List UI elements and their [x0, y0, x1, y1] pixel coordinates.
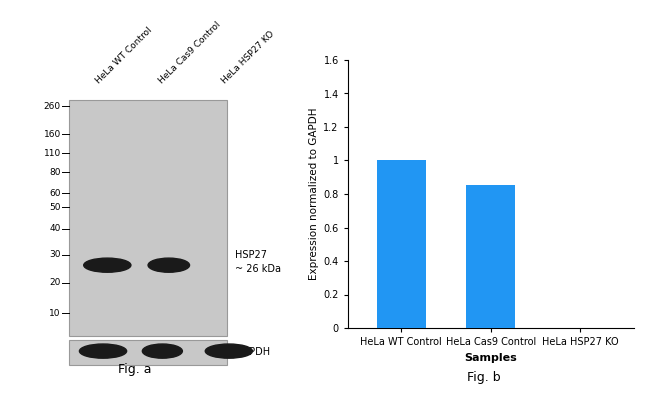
- Bar: [466, 185, 515, 328]
- Text: 260: 260: [44, 102, 61, 111]
- Text: 30: 30: [49, 250, 61, 259]
- X-axis label: Samples: Samples: [464, 352, 517, 362]
- Text: Fig. b: Fig. b: [467, 371, 501, 384]
- Text: HeLa Cas9 Control: HeLa Cas9 Control: [157, 20, 223, 86]
- Y-axis label: Expression normalized to GAPDH: Expression normalized to GAPDH: [309, 108, 319, 280]
- Text: GAPDH: GAPDH: [235, 347, 270, 358]
- Text: 80: 80: [49, 168, 61, 177]
- Text: 50: 50: [49, 203, 61, 212]
- Text: 10: 10: [49, 309, 61, 318]
- Bar: [70, 100, 227, 336]
- Text: HeLa HSP27 KO: HeLa HSP27 KO: [220, 30, 276, 86]
- Text: HeLa WT Control: HeLa WT Control: [94, 26, 154, 86]
- Text: 40: 40: [49, 224, 61, 233]
- Ellipse shape: [84, 258, 131, 272]
- Text: 160: 160: [44, 130, 61, 139]
- Text: ~ 26 kDa: ~ 26 kDa: [235, 264, 281, 274]
- Text: HSP27: HSP27: [235, 250, 267, 260]
- Text: Fig. a: Fig. a: [118, 363, 152, 376]
- Bar: [377, 160, 426, 328]
- Ellipse shape: [79, 344, 127, 358]
- Text: 110: 110: [44, 149, 61, 158]
- Text: 60: 60: [49, 189, 61, 198]
- Bar: [70, 340, 227, 365]
- Ellipse shape: [205, 344, 252, 358]
- Ellipse shape: [148, 258, 190, 272]
- Ellipse shape: [142, 344, 183, 358]
- Text: 20: 20: [49, 278, 61, 287]
